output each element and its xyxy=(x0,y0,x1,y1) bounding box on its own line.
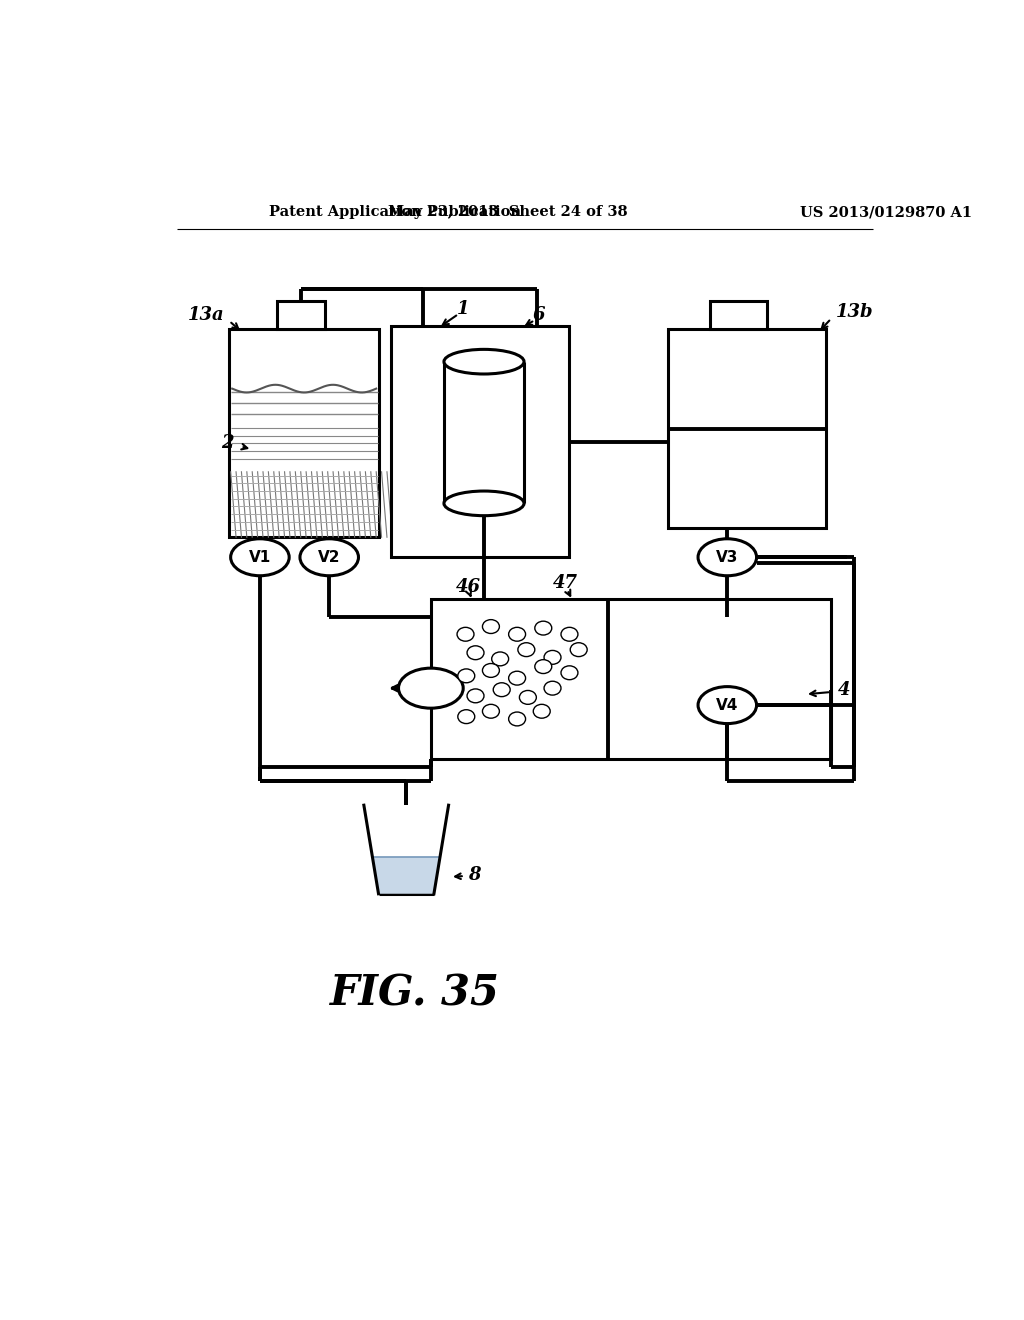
Ellipse shape xyxy=(398,668,463,708)
Text: 2: 2 xyxy=(221,434,233,453)
Ellipse shape xyxy=(570,643,587,656)
Bar xyxy=(710,301,767,330)
Ellipse shape xyxy=(544,651,561,664)
Text: 1: 1 xyxy=(457,301,469,318)
Polygon shape xyxy=(373,857,440,894)
Bar xyxy=(276,301,325,330)
Ellipse shape xyxy=(534,705,550,718)
Ellipse shape xyxy=(444,350,524,374)
Ellipse shape xyxy=(457,627,474,642)
Ellipse shape xyxy=(444,491,524,516)
Ellipse shape xyxy=(518,643,535,656)
Ellipse shape xyxy=(509,627,525,642)
Ellipse shape xyxy=(535,660,552,673)
Text: V2: V2 xyxy=(318,549,340,565)
Text: 6: 6 xyxy=(532,306,545,325)
Ellipse shape xyxy=(544,681,561,696)
Bar xyxy=(431,599,831,759)
Ellipse shape xyxy=(494,682,510,697)
Ellipse shape xyxy=(482,705,500,718)
Ellipse shape xyxy=(492,652,509,665)
Ellipse shape xyxy=(535,622,552,635)
Ellipse shape xyxy=(509,671,525,685)
Bar xyxy=(230,422,378,466)
Bar xyxy=(391,326,569,557)
Text: FIG. 35: FIG. 35 xyxy=(331,973,501,1015)
Text: 13b: 13b xyxy=(836,304,873,321)
Text: 4: 4 xyxy=(838,681,850,698)
Bar xyxy=(230,471,378,537)
Text: US 2013/0129870 A1: US 2013/0129870 A1 xyxy=(801,206,973,219)
Ellipse shape xyxy=(561,665,578,680)
Text: May 23, 2013  Sheet 24 of 38: May 23, 2013 Sheet 24 of 38 xyxy=(388,206,628,219)
Ellipse shape xyxy=(230,539,289,576)
Bar xyxy=(230,331,378,387)
Ellipse shape xyxy=(509,711,525,726)
Bar xyxy=(668,330,826,528)
Ellipse shape xyxy=(519,690,537,705)
Text: Patent Application Publication: Patent Application Publication xyxy=(269,206,521,219)
Text: V4: V4 xyxy=(716,697,738,713)
Ellipse shape xyxy=(482,664,500,677)
Text: 46: 46 xyxy=(456,578,480,597)
Ellipse shape xyxy=(482,619,500,634)
Text: 13a: 13a xyxy=(187,306,224,325)
Ellipse shape xyxy=(458,710,475,723)
Ellipse shape xyxy=(698,686,757,723)
Ellipse shape xyxy=(698,539,757,576)
Bar xyxy=(229,330,379,537)
Text: 47: 47 xyxy=(553,574,578,593)
Ellipse shape xyxy=(561,627,578,642)
Text: V3: V3 xyxy=(716,549,738,565)
Text: V1: V1 xyxy=(249,549,271,565)
Text: 8: 8 xyxy=(468,866,480,883)
Ellipse shape xyxy=(300,539,358,576)
Ellipse shape xyxy=(467,689,484,702)
Ellipse shape xyxy=(467,645,484,660)
Ellipse shape xyxy=(458,669,475,682)
